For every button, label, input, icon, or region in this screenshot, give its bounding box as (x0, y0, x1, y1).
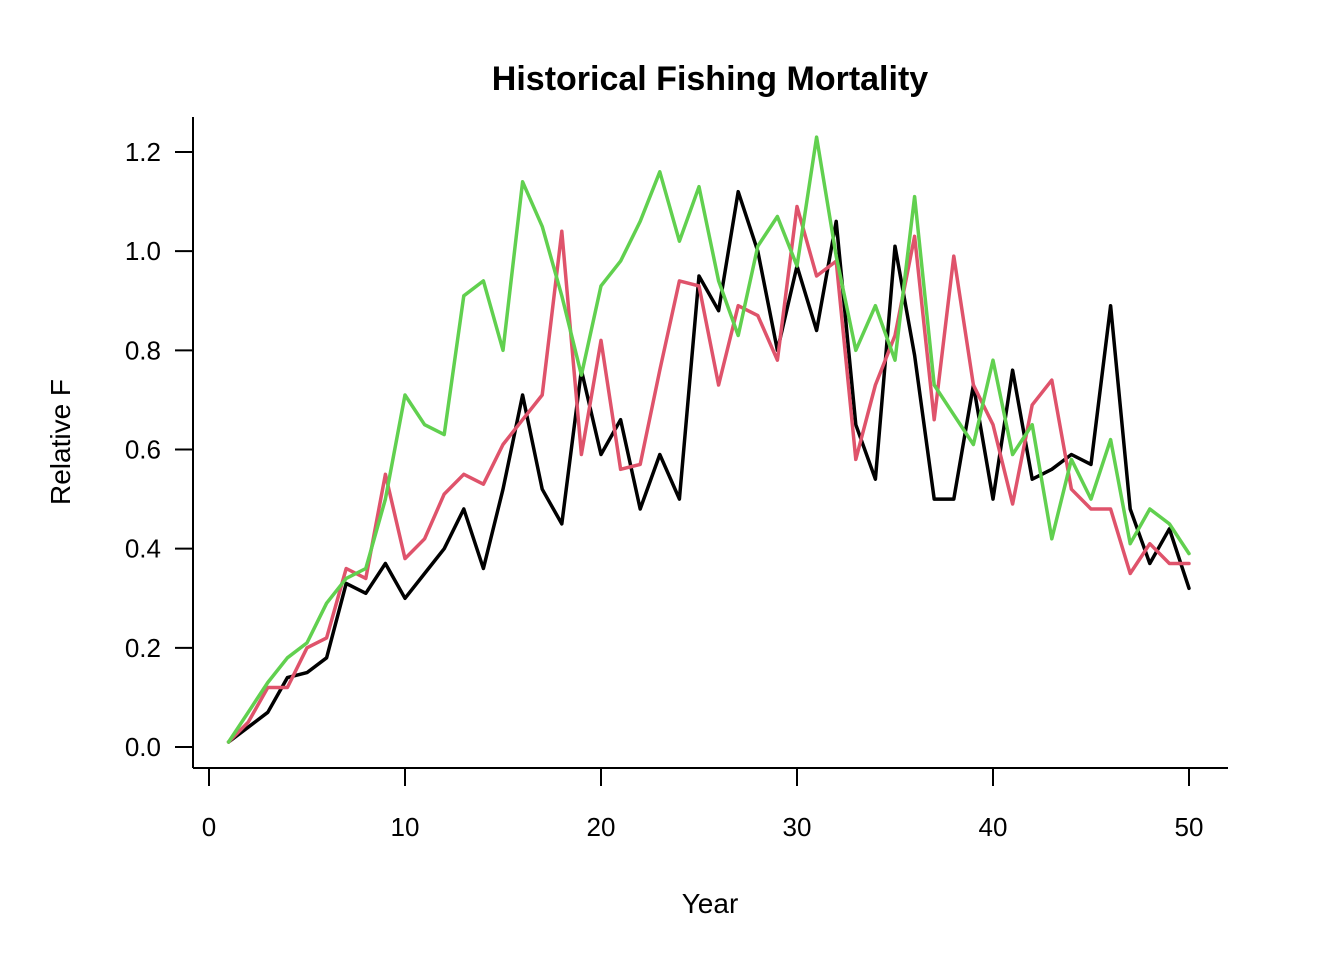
series-group (226, 135, 1191, 744)
plot-area: 0.0 0.2 0.4 0.6 0.8 1.0 1.2 0 10 20 30 40 50 (125, 117, 1228, 842)
x-tick-label: 0 (202, 812, 216, 842)
series-line-1 (226, 189, 1191, 744)
x-tick-label: 20 (587, 812, 616, 842)
chart-title: Historical Fishing Mortality (492, 60, 928, 98)
y-tick-label: 0.6 (125, 435, 161, 465)
x-tick-label: 10 (391, 812, 420, 842)
x-tick-label: 40 (979, 812, 1008, 842)
y-tick-label: 0.0 (125, 732, 161, 762)
y-tick-label: 1.2 (125, 137, 161, 167)
x-axis-ticks: 0 10 20 30 40 50 (202, 768, 1204, 842)
x-tick-label: 30 (783, 812, 812, 842)
y-tick-label: 0.4 (125, 534, 161, 564)
y-tick-label: 0.2 (125, 633, 161, 663)
y-tick-label: 1.0 (125, 236, 161, 266)
y-axis-ticks: 0.0 0.2 0.4 0.6 0.8 1.0 1.2 (125, 137, 193, 762)
y-tick-label: 0.8 (125, 335, 161, 365)
y-axis-label: Relative F (45, 379, 76, 505)
x-tick-label: 50 (1175, 812, 1204, 842)
series-line-3 (226, 135, 1191, 744)
x-axis-label: Year (682, 888, 739, 919)
